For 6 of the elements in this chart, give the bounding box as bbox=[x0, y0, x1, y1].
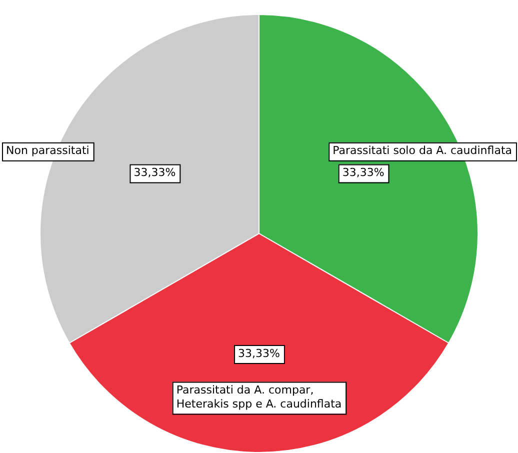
slice-label: Non parassitati bbox=[6, 144, 90, 158]
data-label: 33,33% bbox=[342, 166, 384, 180]
slice-label: Parassitati solo da A. caudinflata bbox=[332, 144, 512, 158]
slice-label: Parassitati da A. compar, Heterakis spp e A. caudinflata bbox=[176, 384, 342, 411]
data-label: 33,33% bbox=[134, 166, 176, 180]
data-label: 33,33% bbox=[238, 346, 280, 360]
